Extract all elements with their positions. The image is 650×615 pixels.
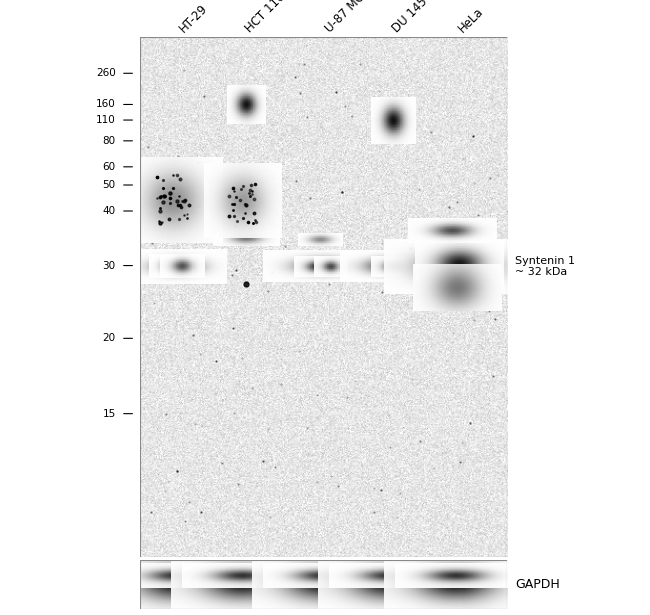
Text: 160: 160 — [96, 100, 116, 109]
Text: 15: 15 — [103, 408, 116, 419]
Text: U-87 MG: U-87 MG — [323, 0, 369, 35]
Text: 60: 60 — [103, 162, 116, 172]
Text: 20: 20 — [103, 333, 116, 343]
Text: Syntenin 1
~ 32 kDa: Syntenin 1 ~ 32 kDa — [515, 256, 575, 277]
Text: HT-29: HT-29 — [176, 2, 210, 35]
Text: 40: 40 — [103, 206, 116, 216]
Text: DU 145: DU 145 — [389, 0, 430, 35]
Text: 30: 30 — [103, 261, 116, 271]
Text: 260: 260 — [96, 68, 116, 78]
Text: 110: 110 — [96, 115, 116, 125]
Text: 50: 50 — [103, 180, 116, 190]
Text: 80: 80 — [103, 136, 116, 146]
Text: HeLa: HeLa — [456, 5, 486, 35]
Text: GAPDH: GAPDH — [515, 577, 560, 591]
Text: HCT 116: HCT 116 — [242, 0, 287, 35]
